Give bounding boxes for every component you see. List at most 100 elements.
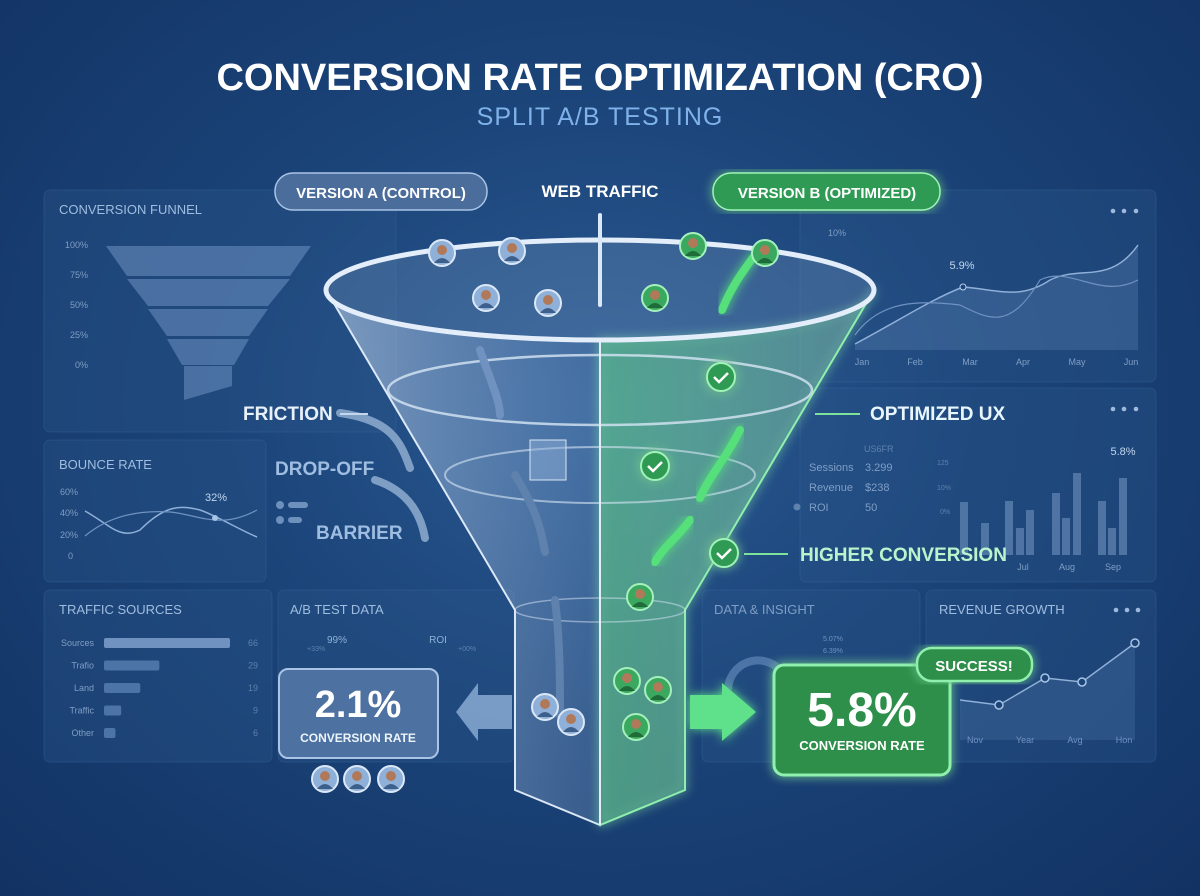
stats-callout: 5.8% <box>1110 446 1135 458</box>
traffic-value: 6 <box>253 728 258 738</box>
month-label: Jul <box>1017 562 1029 572</box>
version-b-pill: VERSION B (OPTIMIZED) <box>712 172 941 211</box>
flow-arrow-green <box>651 516 694 566</box>
revenue-markers <box>994 638 1140 710</box>
tick-label: 0% <box>75 360 88 370</box>
stat-value: 50 <box>865 502 877 514</box>
tick-label: 75% <box>70 270 88 280</box>
x-label: Hon <box>1116 735 1133 745</box>
ab-left-value: 99% <box>327 635 347 646</box>
result-b-value: 5.8% <box>807 684 916 737</box>
user-avatar-icon <box>343 765 371 793</box>
flow-arrow <box>551 596 564 719</box>
tick-label: 20% <box>60 530 78 540</box>
flow-arrow-green <box>718 251 759 314</box>
user-avatar-icon <box>679 232 707 260</box>
user-avatar-icon <box>557 708 585 736</box>
success-badge-label: SUCCESS! <box>935 658 1013 675</box>
stats-header: US6FR <box>864 444 894 454</box>
traffic-bar <box>104 705 122 716</box>
traffic-bar <box>104 660 160 671</box>
bounce-marker <box>212 515 218 521</box>
traffic-label: Sources <box>61 638 95 648</box>
trend-area <box>855 245 1138 350</box>
tick-label: 10% <box>828 228 846 238</box>
traffic-value: 9 <box>253 706 258 716</box>
more-menu-icon[interactable] <box>1113 607 1141 613</box>
left-result-arrow <box>456 683 512 741</box>
traffic-label: Land <box>74 683 94 693</box>
panel-trend <box>799 189 1157 383</box>
panel-title: BOUNCE RATE <box>59 457 152 472</box>
user-avatar-icon <box>644 676 672 704</box>
label-higher-conversion: HIGHER CONVERSION <box>800 545 1007 566</box>
result-a-card: 2.1% CONVERSION RATE <box>278 668 439 759</box>
page-title: CONVERSION RATE OPTIMIZATION (CRO) <box>216 57 983 99</box>
bounce-line <box>84 506 258 538</box>
stat-label: Sessions <box>809 462 854 474</box>
panel-title: REVENUE GROWTH <box>939 602 1065 617</box>
more-menu-icon[interactable] <box>1110 208 1139 214</box>
more-menu-icon[interactable] <box>1110 406 1139 412</box>
x-label: Year <box>1016 735 1034 745</box>
tick-label: 125 <box>937 460 949 467</box>
success-badge <box>915 646 1034 683</box>
user-avatar-icon <box>626 583 654 611</box>
month-label: May <box>1068 357 1086 367</box>
flow-arrow <box>476 346 504 419</box>
ab-right-sub: +00% <box>458 646 476 653</box>
result-b-card: 5.8% CONVERSION RATE SUCCESS! <box>772 646 1034 777</box>
donut-chart <box>724 656 783 691</box>
traffic-label: Other <box>71 728 94 738</box>
user-avatar-icon <box>751 239 779 267</box>
insight-item: 5.07% <box>823 636 843 643</box>
month-label: Apr <box>1016 357 1030 367</box>
tick-label: 60% <box>60 487 78 497</box>
user-avatar-icon <box>428 239 456 267</box>
user-avatar-icon <box>498 237 526 265</box>
panel-title: A/B TEST DATA <box>290 602 384 617</box>
insight-item: 6.39% <box>823 648 843 655</box>
friction-arrow <box>336 409 414 472</box>
user-avatar-icon <box>531 693 559 721</box>
trend-line <box>854 275 1139 336</box>
user-avatar-icon <box>641 284 669 312</box>
tick-label: 25% <box>70 330 88 340</box>
ab-right-label: ROI <box>429 635 447 646</box>
result-a-value: 2.1% <box>315 684 402 726</box>
stat-label: Revenue <box>809 482 853 494</box>
traffic-value: 66 <box>248 638 258 648</box>
barrier-wall-icon <box>529 439 567 481</box>
traffic-value: 19 <box>248 683 258 693</box>
x-label: Avg <box>1067 735 1082 745</box>
flow-arrow <box>511 471 549 556</box>
tick-label: 0% <box>940 509 950 516</box>
user-avatar-icon <box>613 667 641 695</box>
mini-funnel <box>106 246 311 400</box>
traffic-bar <box>104 728 116 738</box>
month-label: Jan <box>855 357 870 367</box>
label-optimized-ux: OPTIMIZED UX <box>870 404 1005 425</box>
user-avatar-icon <box>622 713 650 741</box>
month-label: Mar <box>962 357 978 367</box>
version-a-pill: VERSION A (CONTROL) <box>274 172 488 211</box>
trend-line <box>854 244 1139 345</box>
user-avatar-icon <box>377 765 405 793</box>
result-a-label: CONVERSION RATE <box>300 731 416 745</box>
page-subtitle: SPLIT A/B TESTING <box>477 103 724 131</box>
panel-title: DATA & INSIGHT <box>714 602 815 617</box>
user-avatar-icon <box>472 284 500 312</box>
traffic-bars: Sources 66 Trafio 29 Land 19 Traffic 9 Other 6 <box>61 638 258 738</box>
bounce-callout: 32% <box>205 492 227 504</box>
ab-left-sub: +33% <box>307 646 325 653</box>
trend-callout: 5.9% <box>949 260 974 272</box>
traffic-bar <box>104 683 141 693</box>
panel-bounce-rate <box>43 439 267 583</box>
flow-arrow-green <box>696 426 744 502</box>
label-barrier: BARRIER <box>316 523 403 544</box>
traffic-value: 29 <box>248 661 258 671</box>
tick-label: 50% <box>70 300 88 310</box>
stats-bars <box>960 473 1127 555</box>
stat-label: ROI <box>809 502 829 514</box>
